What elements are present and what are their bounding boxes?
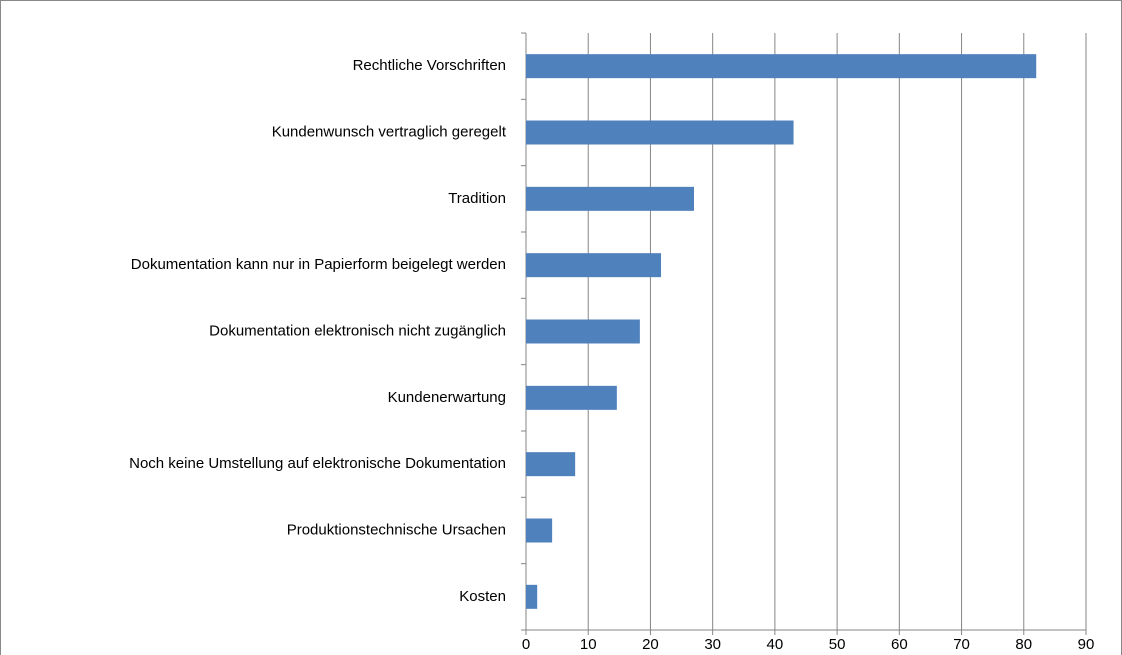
x-tick-label: 90 (1078, 636, 1095, 653)
x-tick-label: 10 (580, 636, 597, 653)
bar (526, 186, 694, 211)
bar (526, 584, 538, 609)
y-tick-label: Dokumentation elektronisch nicht zugängl… (209, 322, 506, 339)
x-tick-label: 60 (891, 636, 908, 653)
bar (526, 518, 553, 543)
bar (526, 253, 662, 278)
y-tick-label: Kosten (459, 588, 506, 605)
y-tick-label: Kundenwunsch vertraglich geregelt (272, 123, 507, 140)
bar (526, 54, 1037, 79)
x-tick-label: 30 (704, 636, 721, 653)
x-tick-label: 0 (522, 636, 530, 653)
bar (526, 319, 640, 344)
y-tick-label: Dokumentation kann nur in Papierform bei… (131, 256, 506, 273)
x-tick-label: 20 (642, 636, 659, 653)
bar (526, 120, 794, 145)
x-tick-label: 80 (1015, 636, 1032, 653)
y-tick-label: Produktionstechnische Ursachen (287, 521, 506, 538)
y-tick-label: Noch keine Umstellung auf elektronische … (129, 455, 506, 472)
x-tick-label: 40 (767, 636, 784, 653)
bar (526, 452, 576, 477)
y-tick-label: Tradition (448, 190, 506, 207)
x-tick-label: 50 (829, 636, 846, 653)
y-tick-label: Kundenerwartung (388, 389, 506, 406)
y-tick-label: Rechtliche Vorschriften (353, 57, 506, 74)
bar (526, 385, 617, 410)
x-tick-label: 70 (953, 636, 970, 653)
